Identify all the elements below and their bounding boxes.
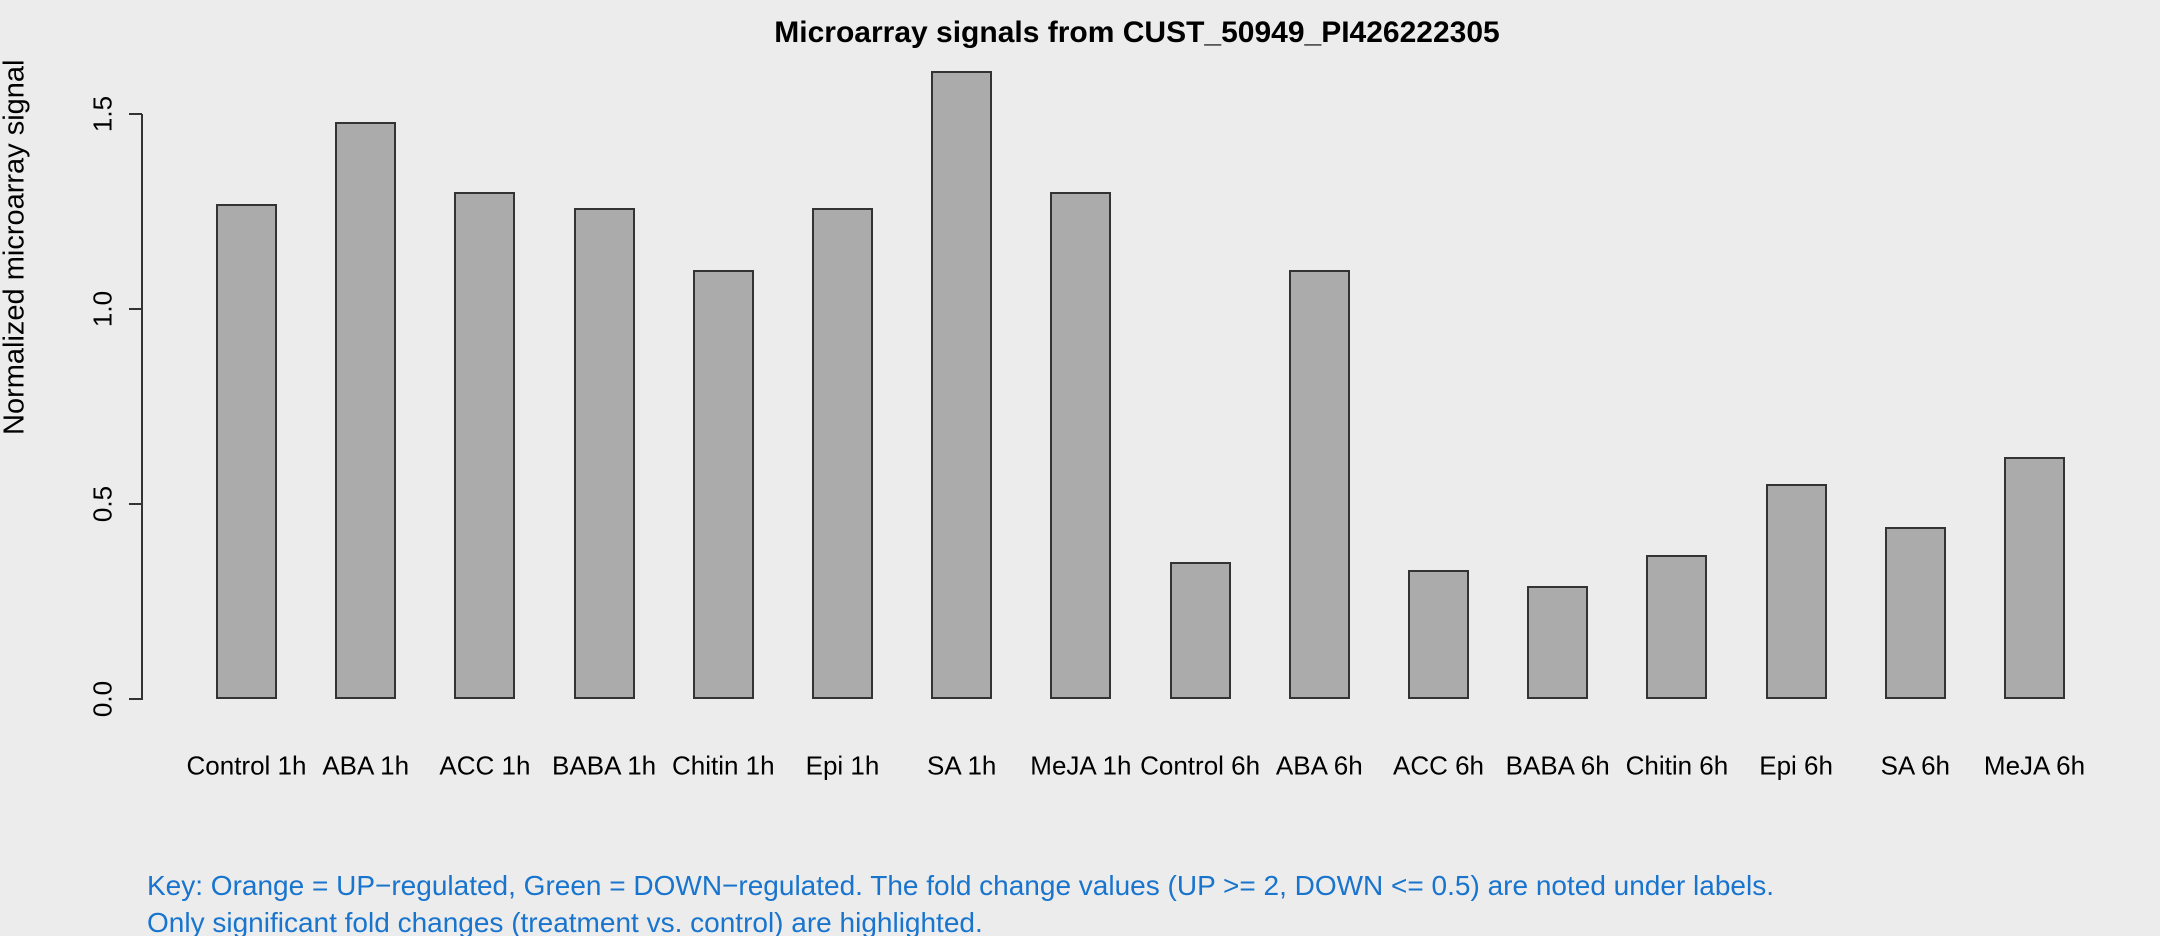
y-axis-title: Normalized microarray signal <box>0 59 31 436</box>
y-tick-label: 1.0 <box>87 290 118 328</box>
bar-control-6h <box>1170 562 1231 699</box>
key-note-line-1: Key: Orange = UP−regulated, Green = DOWN… <box>147 870 1774 901</box>
bar-label: SA 1h <box>926 750 997 781</box>
bar-chitin-1h <box>693 270 754 699</box>
bar-label: Control 1h <box>186 750 307 781</box>
bar-baba-6h <box>1527 586 1588 699</box>
bar-aba-6h <box>1289 270 1350 699</box>
bar-label: Chitin 1h <box>671 750 775 781</box>
y-tick-label: 0.5 <box>87 485 118 523</box>
bar-baba-1h <box>574 208 635 699</box>
bar-label: BABA 1h <box>552 750 657 781</box>
bar-label: Epi 6h <box>1759 750 1833 781</box>
bar-meja-6h <box>2004 457 2065 699</box>
bar-sa-6h <box>1885 527 1946 699</box>
y-tick-label: 1.5 <box>87 95 118 133</box>
y-tick <box>129 503 142 505</box>
bar-label: Epi 1h <box>805 750 880 781</box>
bar-label: ACC 6h <box>1392 750 1485 781</box>
key-note-line-2: Only significant fold changes (treatment… <box>147 907 983 936</box>
key-note: Key: Orange = UP−regulated, Green = DOWN… <box>147 867 1774 936</box>
bar-label: ABA 6h <box>1275 750 1363 781</box>
bar-meja-1h <box>1050 192 1111 699</box>
bar-label: Chitin 6h <box>1625 750 1729 781</box>
y-tick-label: 0.0 <box>87 680 118 718</box>
bar-label: MeJA 6h <box>1983 750 2086 781</box>
y-axis-line <box>141 114 143 700</box>
bar-aba-1h <box>335 122 396 699</box>
bar-label: MeJA 1h <box>1030 750 1132 781</box>
bar-label: ACC 1h <box>439 750 531 781</box>
bar-label: BABA 6h <box>1505 750 1610 781</box>
bar-epi-1h <box>812 208 873 699</box>
bar-label: ABA 1h <box>322 750 410 781</box>
bar-acc-6h <box>1408 570 1469 699</box>
bar-acc-1h <box>454 192 515 699</box>
y-tick <box>129 698 142 700</box>
bar-label: Control 6h <box>1140 750 1261 781</box>
y-tick <box>129 308 142 310</box>
bar-sa-1h <box>931 71 992 699</box>
y-tick <box>129 113 142 115</box>
bar-label: SA 6h <box>1880 750 1950 781</box>
bar-control-1h <box>216 204 277 699</box>
bar-epi-6h <box>1766 484 1827 699</box>
bar-chitin-6h <box>1646 555 1707 699</box>
chart-title: Microarray signals from CUST_50949_PI426… <box>774 16 1500 49</box>
